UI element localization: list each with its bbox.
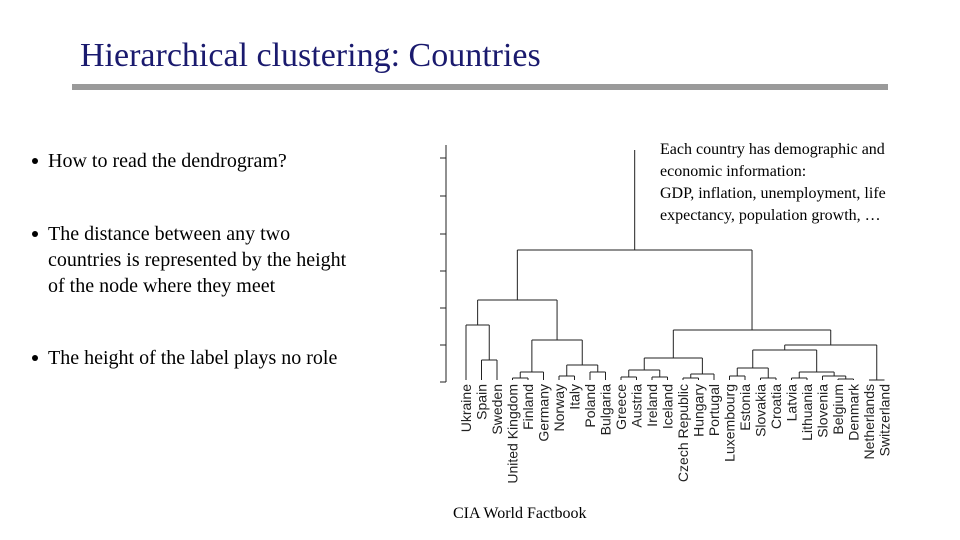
leaf-label: Germany <box>536 384 552 442</box>
leaf-label: Slovakia <box>753 384 769 437</box>
slide-title: Hierarchical clustering: Countries <box>80 37 541 74</box>
leaf-label: Poland <box>582 384 598 428</box>
leaf-label: Iceland <box>660 384 676 429</box>
dendrogram: Ukraine Spain Sweden United Kingdom Finland G… <box>440 145 893 484</box>
leaf-label: Netherlands <box>861 384 877 460</box>
note-line: Each country has demographic and <box>660 141 885 158</box>
leaf-label: Denmark <box>846 383 862 441</box>
leaf-label: Norway <box>551 384 567 431</box>
leaf-label: Portugal <box>706 384 722 436</box>
leaf-label: Croatia <box>768 384 784 429</box>
leaf-label: Slovenia <box>815 384 831 438</box>
leaf-label: Estonia <box>737 384 753 431</box>
leaf-label: Spain <box>474 384 490 420</box>
leaf-label: Italy <box>567 384 583 410</box>
leaf-label: Lithuania <box>799 384 815 441</box>
bullet-text: The distance between any two <box>48 223 290 245</box>
leaf-label: Czech Republic <box>675 384 691 482</box>
leaf-label: Switzerland <box>877 384 893 456</box>
bullet-dot <box>32 158 38 164</box>
leaf-label: Luxembourg <box>722 384 738 462</box>
leaf-label: Austria <box>629 384 645 428</box>
leaf-label: Ukraine <box>458 384 474 432</box>
leaf-label: Ireland <box>644 384 660 427</box>
bullets: How to read the dendrogram? The distance … <box>32 150 347 369</box>
leaf-label: United Kingdom <box>505 384 521 484</box>
note-line: GDP, inflation, unemployment, life <box>660 185 886 202</box>
bullet-dot <box>32 231 38 237</box>
leaf-label: Belgium <box>830 384 846 435</box>
note-line: economic information: <box>660 163 806 180</box>
bullet-text: countries is represented by the height <box>48 249 347 271</box>
note: Each country has demographic and economic… <box>660 141 886 224</box>
bullet-text: How to read the dendrogram? <box>48 150 287 172</box>
source: CIA World Factbook <box>453 505 587 522</box>
leaf-label: Greece <box>613 384 629 430</box>
leaf-label: Hungary <box>691 384 707 437</box>
leaf-label: Finland <box>520 384 536 430</box>
leaf-label: Latvia <box>784 384 800 422</box>
bullet-text: of the node where they meet <box>48 275 276 297</box>
title-rule <box>72 84 888 90</box>
note-line: expectancy, population growth, … <box>660 207 881 224</box>
bullet-text: The height of the label plays no role <box>48 347 337 369</box>
bullet-dot <box>32 355 38 361</box>
leaf-label: Sweden <box>489 384 505 435</box>
leaf-label: Bulgaria <box>598 384 614 436</box>
